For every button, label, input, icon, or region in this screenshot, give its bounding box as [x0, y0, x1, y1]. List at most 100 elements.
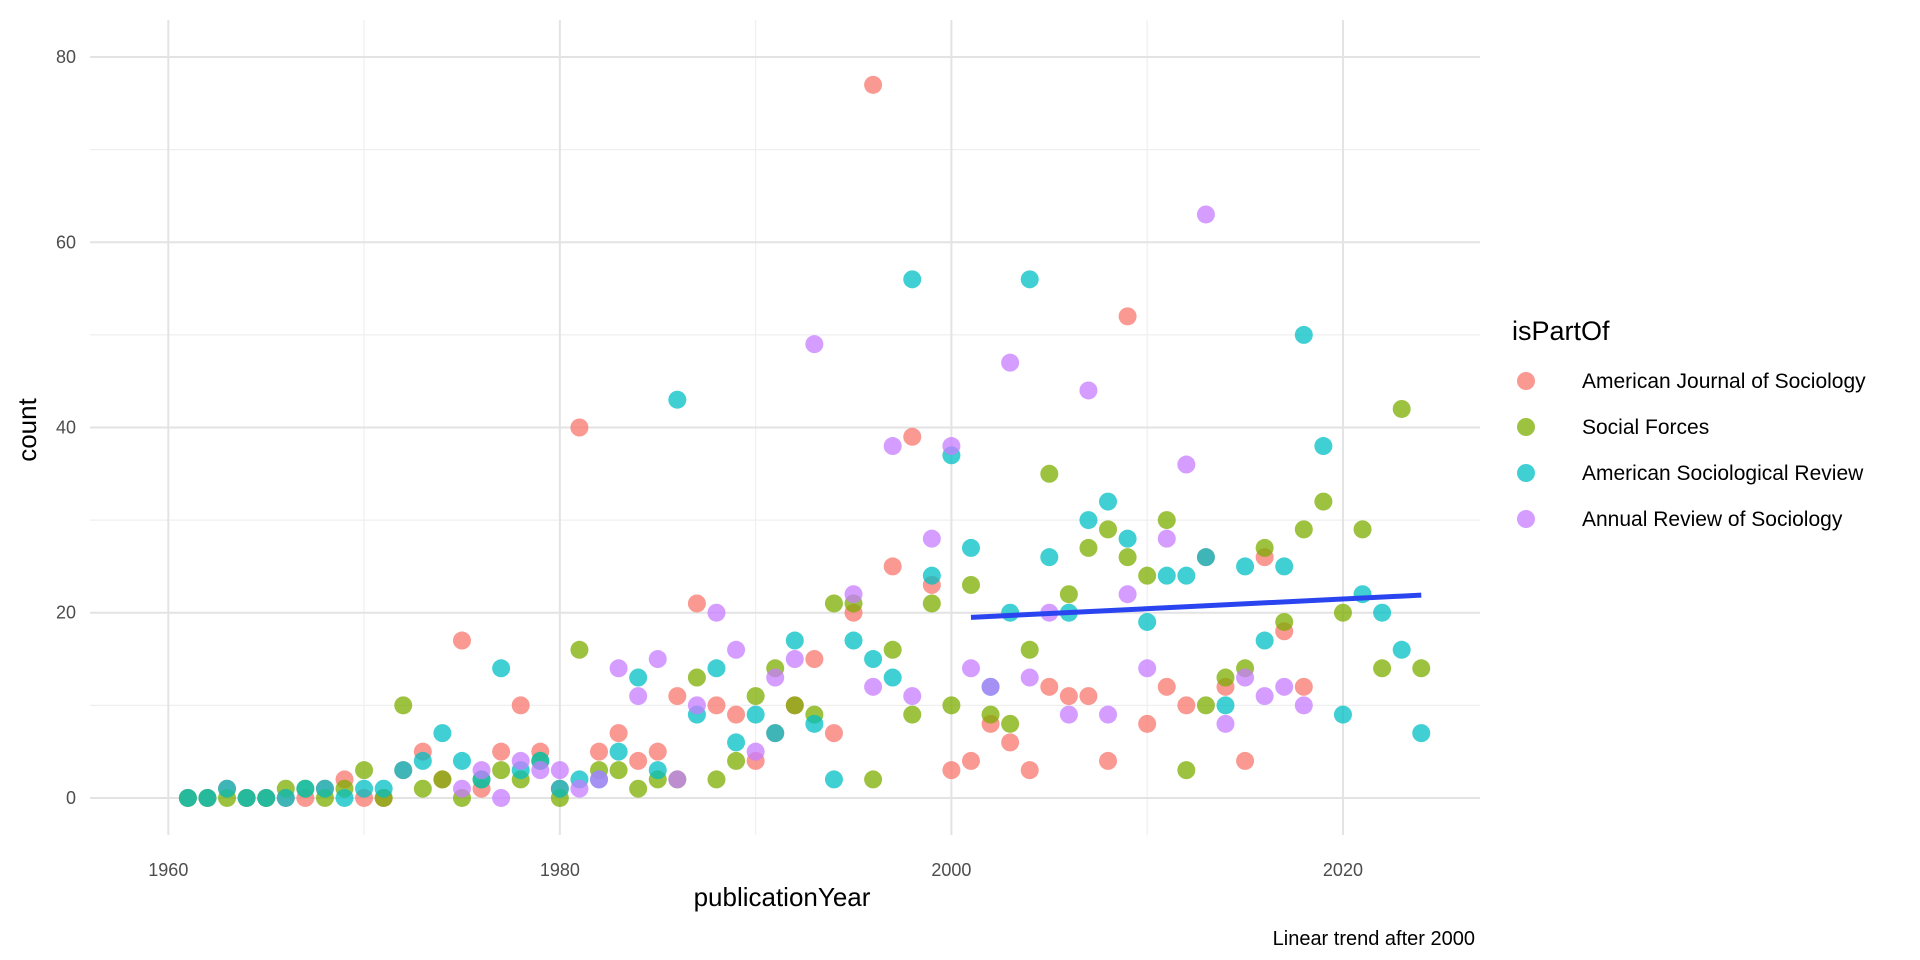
data-point: [629, 779, 648, 798]
y-tick-label: 20: [56, 603, 76, 623]
data-point: [648, 742, 667, 761]
data-point: [961, 538, 980, 557]
data-point: [785, 696, 804, 715]
chart-caption: Linear trend after 2000: [1273, 928, 1475, 950]
data-point: [433, 770, 452, 789]
data-point: [727, 733, 746, 752]
data-point: [1392, 640, 1411, 659]
data-point: [550, 779, 569, 798]
data-point: [629, 751, 648, 770]
data-point: [394, 761, 413, 780]
legend-label: American Sociological Review: [1582, 462, 1864, 485]
data-point: [1275, 557, 1294, 576]
data-point: [1216, 668, 1235, 687]
data-point: [1138, 612, 1157, 631]
x-tick-label: 1960: [148, 860, 188, 880]
data-point: [785, 631, 804, 650]
data-point: [1255, 631, 1274, 650]
data-point: [922, 529, 941, 548]
x-axis-title: publicationYear: [694, 882, 871, 912]
data-point: [746, 687, 765, 706]
data-point: [1079, 538, 1098, 557]
data-point: [413, 751, 432, 770]
grid: [90, 20, 1480, 835]
data-point: [609, 742, 628, 761]
data-point: [178, 788, 197, 807]
data-point: [531, 761, 550, 780]
data-point: [609, 659, 628, 678]
data-point: [824, 594, 843, 613]
data-point: [1118, 548, 1137, 567]
data-point: [824, 770, 843, 789]
data-point: [296, 779, 315, 798]
data-point: [1099, 520, 1118, 539]
data-point: [1020, 640, 1039, 659]
data-point: [864, 75, 883, 94]
data-point: [472, 761, 491, 780]
y-axis-title: count: [12, 397, 42, 461]
data-point: [1294, 696, 1313, 715]
data-point: [276, 788, 295, 807]
data-point: [961, 659, 980, 678]
trend-line: [970, 592, 1422, 620]
data-point: [492, 742, 511, 761]
data-point: [590, 742, 609, 761]
data-point: [1333, 705, 1352, 724]
data-point: [1020, 761, 1039, 780]
data-point: [864, 650, 883, 669]
data-point: [1412, 659, 1431, 678]
data-point: [1157, 566, 1176, 585]
data-point: [550, 761, 569, 780]
data-point: [492, 788, 511, 807]
data-point: [883, 557, 902, 576]
data-point: [1412, 724, 1431, 743]
data-point: [1373, 659, 1392, 678]
data-point: [413, 779, 432, 798]
data-point: [942, 696, 961, 715]
data-point: [668, 770, 687, 789]
data-point: [648, 761, 667, 780]
y-tick-label: 40: [56, 418, 76, 438]
data-point: [903, 427, 922, 446]
data-point: [1138, 714, 1157, 733]
legend-label: Social Forces: [1582, 416, 1709, 439]
y-tick-label: 60: [56, 232, 76, 252]
data-point: [1118, 529, 1137, 548]
data-point: [903, 705, 922, 724]
data-point: [1392, 399, 1411, 418]
data-point: [961, 575, 980, 594]
data-point: [922, 594, 941, 613]
data-point: [727, 640, 746, 659]
data-point: [903, 270, 922, 289]
data-point: [668, 687, 687, 706]
legend-label: Annual Review of Sociology: [1582, 508, 1843, 531]
data-point: [1157, 529, 1176, 548]
data-point: [433, 724, 452, 743]
data-point: [1294, 520, 1313, 539]
data-point: [218, 779, 237, 798]
data-point: [687, 668, 706, 687]
data-point: [1196, 548, 1215, 567]
data-point: [1138, 659, 1157, 678]
legend-swatch: [1517, 510, 1535, 528]
data-point: [1294, 325, 1313, 344]
data-point: [1275, 612, 1294, 631]
data-point: [707, 770, 726, 789]
data-point: [1353, 520, 1372, 539]
data-point: [883, 668, 902, 687]
data-point: [1020, 270, 1039, 289]
y-tick-label: 0: [66, 788, 76, 808]
data-point: [609, 761, 628, 780]
data-point: [492, 659, 511, 678]
data-point: [1157, 677, 1176, 696]
data-point: [1079, 511, 1098, 530]
series-group: [452, 205, 1313, 807]
data-point: [1001, 714, 1020, 733]
data-point: [1216, 714, 1235, 733]
data-point: [511, 696, 530, 715]
data-point: [1020, 668, 1039, 687]
data-point: [629, 687, 648, 706]
data-point: [1177, 455, 1196, 474]
data-point: [707, 659, 726, 678]
